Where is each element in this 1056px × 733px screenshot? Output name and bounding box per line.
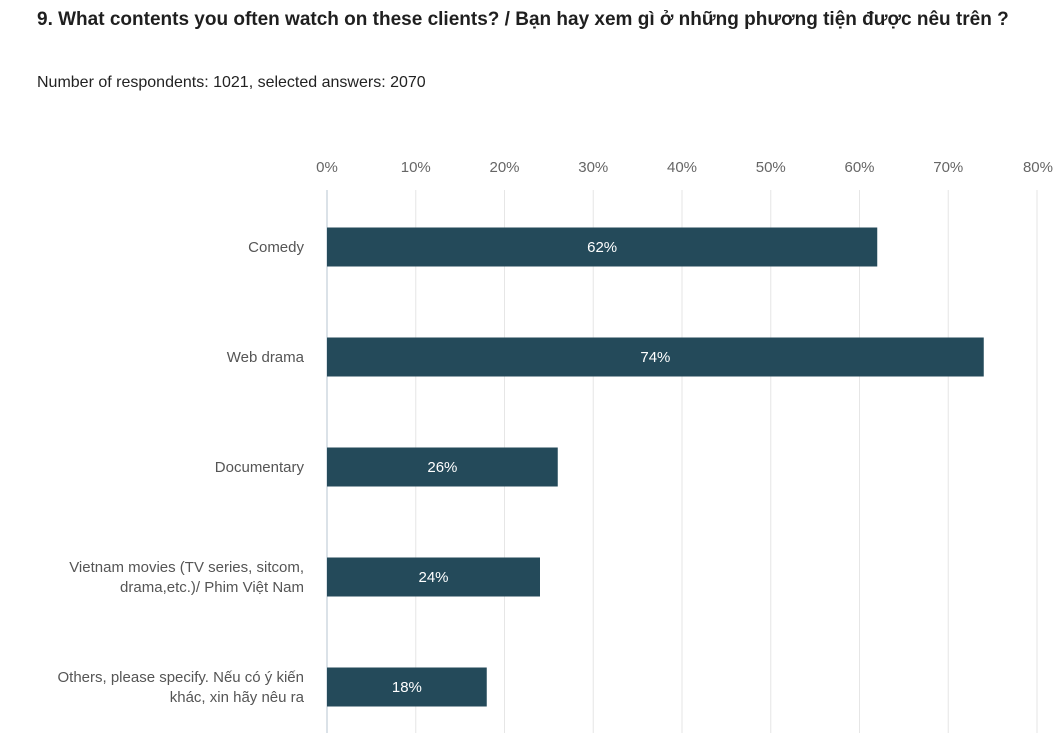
x-tick-label: 50%	[756, 159, 786, 176]
respondents-summary: Number of respondents: 1021, selected an…	[37, 74, 426, 91]
x-tick-label: 60%	[844, 159, 874, 176]
bar	[327, 557, 540, 597]
x-tick-label: 40%	[667, 159, 697, 176]
bar-value-label: 18%	[392, 679, 422, 696]
x-tick-label: 80%	[1023, 159, 1053, 176]
x-tick-label: 70%	[933, 159, 963, 176]
x-tick-label: 0%	[316, 159, 338, 176]
category-label: Documentary	[215, 459, 305, 476]
x-tick-label: 30%	[578, 159, 608, 176]
x-tick-label: 20%	[489, 159, 519, 176]
question-title: 9. What contents you often watch on thes…	[37, 9, 1009, 30]
bar-value-label: 24%	[418, 569, 448, 586]
category-labels: Comedy Web drama Documentary Vietnam movies…	[57, 239, 304, 706]
category-label: drama,etc.)/ Phim Việt Nam	[120, 579, 304, 596]
bar-value-label: 74%	[640, 349, 670, 366]
category-label: khác, xin hãy nêu ra	[170, 689, 305, 706]
bar	[327, 447, 558, 487]
x-tick-label: 10%	[401, 159, 431, 176]
category-label: Others, please specify. Nếu có ý kiến	[57, 669, 304, 686]
category-label: Comedy	[248, 239, 304, 256]
bars: 62% 74% 26% 24% 18%	[327, 227, 984, 707]
gridlines	[326, 190, 1038, 733]
bar	[327, 337, 984, 377]
bar	[327, 667, 487, 707]
x-axis-ticks: 0% 10% 20% 30% 40% 50% 60% 70% 80%	[316, 159, 1053, 176]
bar	[327, 227, 878, 267]
bar-value-label: 62%	[587, 239, 617, 256]
category-label: Vietnam movies (TV series, sitcom,	[69, 559, 304, 576]
category-label: Web drama	[227, 349, 305, 366]
bar-value-label: 26%	[427, 459, 457, 476]
